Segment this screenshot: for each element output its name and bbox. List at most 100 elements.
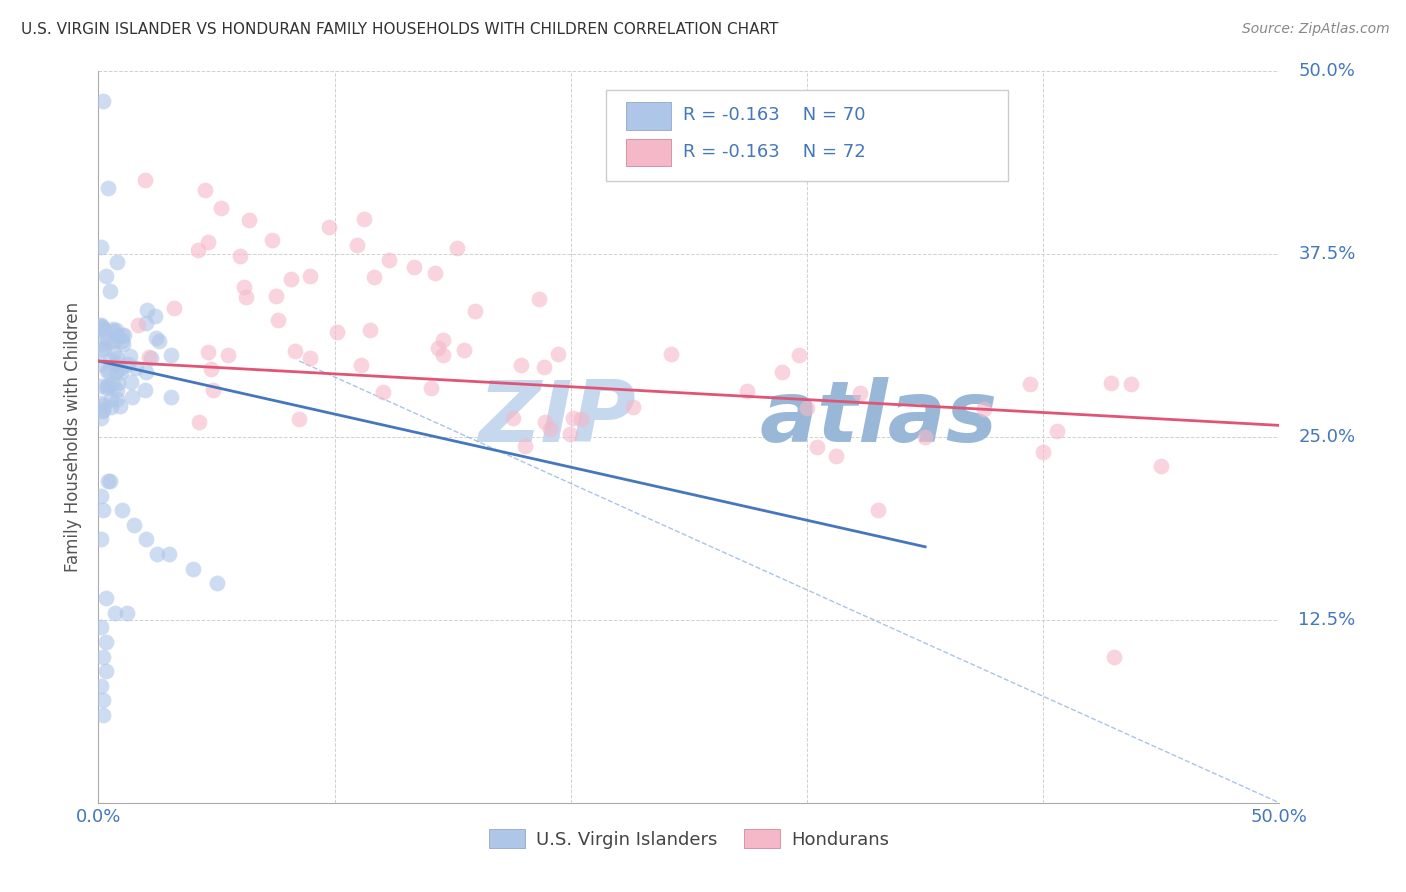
Point <box>90 320 112 334</box>
Text: atlas: atlas <box>759 377 998 460</box>
Point <box>91 503 114 517</box>
Point <box>200 361 222 376</box>
Point <box>509 358 531 372</box>
Point <box>97 474 120 488</box>
Point <box>96 364 118 378</box>
Point <box>134 383 156 397</box>
Point <box>350 358 373 372</box>
Point <box>110 399 132 413</box>
Point <box>90 679 112 693</box>
Point <box>1119 377 1142 392</box>
Legend: U.S. Virgin Islanders, Hondurans: U.S. Virgin Islanders, Hondurans <box>481 822 897 856</box>
FancyBboxPatch shape <box>606 90 1008 181</box>
Point <box>94 591 117 605</box>
Point <box>194 183 217 197</box>
Point <box>1150 459 1173 474</box>
Point <box>105 392 128 407</box>
Point <box>90 396 112 410</box>
Point <box>432 348 454 362</box>
Point <box>262 233 284 247</box>
Point <box>299 268 322 283</box>
Text: 25.0%: 25.0% <box>1298 428 1355 446</box>
Point <box>560 427 582 442</box>
Point <box>446 241 468 255</box>
Point <box>163 301 186 315</box>
Point <box>232 280 254 294</box>
Point <box>105 254 128 268</box>
Point <box>181 562 204 576</box>
Point <box>217 347 239 361</box>
Point <box>111 336 134 351</box>
Point <box>98 474 121 488</box>
Point <box>111 328 134 343</box>
Point <box>770 365 793 379</box>
Point <box>288 412 311 426</box>
Point <box>160 348 183 362</box>
Point <box>502 411 524 425</box>
Point <box>105 351 128 365</box>
Point <box>914 430 936 444</box>
Point <box>135 302 157 317</box>
Point <box>103 334 125 349</box>
Point <box>146 547 169 561</box>
Point <box>112 328 135 343</box>
Y-axis label: Family Households with Children: Family Households with Children <box>65 302 83 572</box>
Point <box>363 270 385 285</box>
Point <box>197 344 219 359</box>
Point <box>120 349 142 363</box>
Point <box>111 503 134 517</box>
Point <box>101 325 124 339</box>
Point <box>117 357 139 371</box>
Point <box>453 343 475 357</box>
Point <box>973 401 995 416</box>
Point <box>98 353 121 368</box>
Text: 37.5%: 37.5% <box>1298 245 1355 263</box>
Point <box>135 533 157 547</box>
Text: U.S. VIRGIN ISLANDER VS HONDURAN FAMILY HOUSEHOLDS WITH CHILDREN CORRELATION CHA: U.S. VIRGIN ISLANDER VS HONDURAN FAMILY … <box>21 22 779 37</box>
Point <box>105 384 128 398</box>
Text: ZIP: ZIP <box>478 377 636 460</box>
Point <box>90 379 112 393</box>
Point <box>96 381 118 395</box>
Point <box>145 331 167 345</box>
Point <box>569 412 592 426</box>
Text: Source: ZipAtlas.com: Source: ZipAtlas.com <box>1241 22 1389 37</box>
Point <box>621 400 644 414</box>
Point <box>1102 649 1125 664</box>
Point <box>229 249 252 263</box>
Point <box>97 335 120 350</box>
Text: 50.0%: 50.0% <box>1298 62 1355 80</box>
Point <box>94 269 117 284</box>
Point <box>91 649 114 664</box>
Point <box>90 620 112 634</box>
Point <box>94 635 117 649</box>
Point <box>90 404 112 418</box>
Point <box>378 252 401 267</box>
Point <box>1018 377 1040 392</box>
Point <box>280 271 302 285</box>
Point <box>160 390 183 404</box>
Point <box>98 364 121 378</box>
Point <box>326 325 349 339</box>
Point <box>866 503 889 517</box>
Point <box>737 384 759 399</box>
Point <box>125 361 148 376</box>
Point <box>143 309 166 323</box>
Point <box>104 606 127 620</box>
Point <box>107 328 129 343</box>
Point <box>547 347 569 361</box>
Point <box>796 401 818 415</box>
Point <box>110 365 132 379</box>
FancyBboxPatch shape <box>626 102 671 130</box>
Point <box>90 336 112 351</box>
Point <box>105 355 128 369</box>
Point <box>115 606 138 620</box>
Point <box>135 365 157 379</box>
Point <box>107 376 129 391</box>
Point <box>1032 444 1054 458</box>
Point <box>346 237 368 252</box>
Point <box>202 383 225 397</box>
Point <box>100 392 122 407</box>
Point <box>402 260 425 274</box>
Point <box>90 489 112 503</box>
